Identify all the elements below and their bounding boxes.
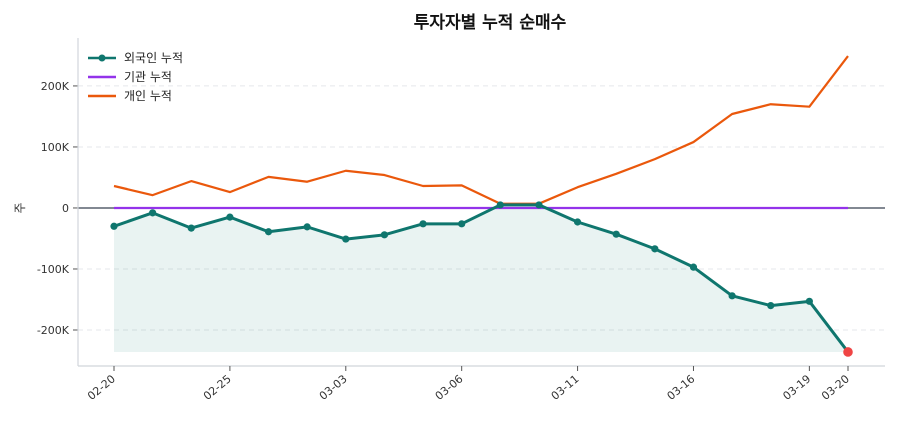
data-point [110, 222, 118, 230]
legend-marker [98, 54, 106, 62]
data-point [226, 213, 234, 221]
data-point [728, 292, 736, 300]
data-point [612, 230, 620, 238]
highlight-point [843, 347, 853, 357]
y-tick-label: -200K [37, 324, 70, 337]
x-tick-label: 03-16 [665, 372, 698, 403]
series-line-0 [113, 203, 850, 353]
legend-label: 외국인 누적 [124, 51, 183, 65]
data-point [419, 220, 427, 228]
y-axis-label: 주 [13, 202, 27, 213]
data-point [767, 301, 775, 310]
data-point [535, 201, 543, 209]
data-point [264, 228, 273, 236]
x-tick-label: 03-11 [549, 372, 582, 403]
x-tick-label: 03-03 [317, 372, 350, 403]
y-tick-label: -100K [37, 263, 70, 276]
data-point [573, 218, 582, 226]
data-point [805, 297, 813, 305]
data-point [187, 224, 195, 232]
data-point [149, 209, 157, 217]
data-point [303, 223, 311, 231]
data-point [342, 235, 350, 243]
legend-label: 기관 누적 [124, 70, 172, 84]
data-point [458, 220, 466, 228]
y-tick-label: 0 [62, 202, 69, 215]
data-point [689, 263, 698, 271]
x-tick-label: 02-20 [85, 372, 118, 403]
data-point [651, 245, 659, 253]
y-tick-label: 200K [41, 80, 70, 93]
x-tick-label: 03-20 [819, 372, 852, 403]
y-tick-label: 100K [41, 141, 70, 154]
x-tick-label: 03-06 [433, 372, 466, 403]
foreign-area-fill [114, 204, 848, 352]
data-point [380, 231, 389, 239]
series-line-2 [113, 55, 849, 205]
chart-title: 투자자별 누적 순매수 [414, 13, 567, 33]
legend-label: 개인 누적 [124, 89, 172, 103]
data-point [496, 201, 504, 209]
x-tick-label: 03-19 [780, 372, 813, 403]
x-tick-label: 02-25 [201, 372, 234, 403]
